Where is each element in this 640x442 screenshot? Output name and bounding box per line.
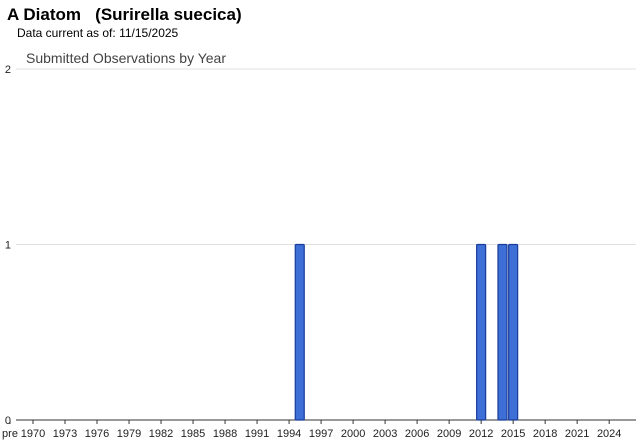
x-tick-label: 2009	[437, 428, 461, 440]
common-name: A Diatom	[7, 5, 81, 24]
scientific-name: (Surirella suecica)	[95, 5, 242, 24]
x-tick-label: 2015	[501, 428, 525, 440]
x-tick-label: 1976	[85, 428, 109, 440]
chart-title: Submitted Observations by Year	[26, 50, 226, 66]
bar-2012	[476, 243, 487, 421]
bar-2014	[497, 243, 508, 421]
x-tick-label: 2018	[533, 428, 557, 440]
y-tick-label: 1	[5, 240, 11, 252]
x-tick-label: 1997	[309, 428, 333, 440]
data-current-line: Data current as of: 11/15/2025	[17, 26, 178, 40]
x-tick-label: 1982	[149, 428, 173, 440]
data-current-date: 11/15/2025	[119, 26, 179, 40]
x-tick-label: 2021	[565, 428, 589, 440]
x-tick-label: 1973	[53, 428, 77, 440]
data-current-label: Data current as of:	[17, 26, 116, 40]
y-tick-label: 0	[5, 415, 11, 427]
x-tick-label: 1979	[117, 428, 141, 440]
x-tick-label: 2012	[469, 428, 493, 440]
x-tick-label: pre	[2, 428, 18, 440]
x-tick-label: 1985	[181, 428, 205, 440]
x-tick-label: 2006	[405, 428, 429, 440]
species-title: A Diatom (Surirella suecica)	[7, 5, 242, 25]
x-tick-label: 2000	[341, 428, 365, 440]
x-tick-label: 2024	[597, 428, 621, 440]
bar-1995	[294, 243, 305, 421]
y-tick-label: 2	[5, 64, 11, 76]
bar-2015	[508, 243, 519, 421]
x-tick-label: 1991	[245, 428, 269, 440]
x-tick-label: 1970	[21, 428, 45, 440]
x-tick-label: 1994	[277, 428, 301, 440]
x-tick-label: 2003	[373, 428, 397, 440]
x-tick-label: 1988	[213, 428, 237, 440]
